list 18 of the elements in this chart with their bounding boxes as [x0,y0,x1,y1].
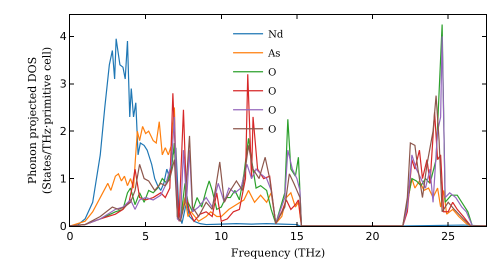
y-tick-label: 1 [60,172,67,186]
legend-label: As [267,48,280,60]
x-tick-label: 10 [214,230,228,244]
legend-label: O [268,124,276,136]
legend-label: Nd [268,30,284,41]
legend-label: O [268,106,276,117]
x-tick-label: 5 [142,230,150,244]
y-axis-title: Phonon projected DOS (States/THz·primitive cell) [26,46,54,194]
x-tick-label: 25 [441,230,456,244]
y-tick-label: 0 [60,220,67,233]
y-tick-label: 2 [60,125,67,138]
legend-label: O [268,68,276,79]
y-tick-label: 3 [60,78,67,91]
y-tick-label: 4 [60,30,67,44]
x-tick-label: 20 [366,230,380,244]
x-tick-label: 15 [290,230,304,244]
legend-label: O [268,86,276,98]
x-axis-title: Frequency (THz) [230,246,326,260]
